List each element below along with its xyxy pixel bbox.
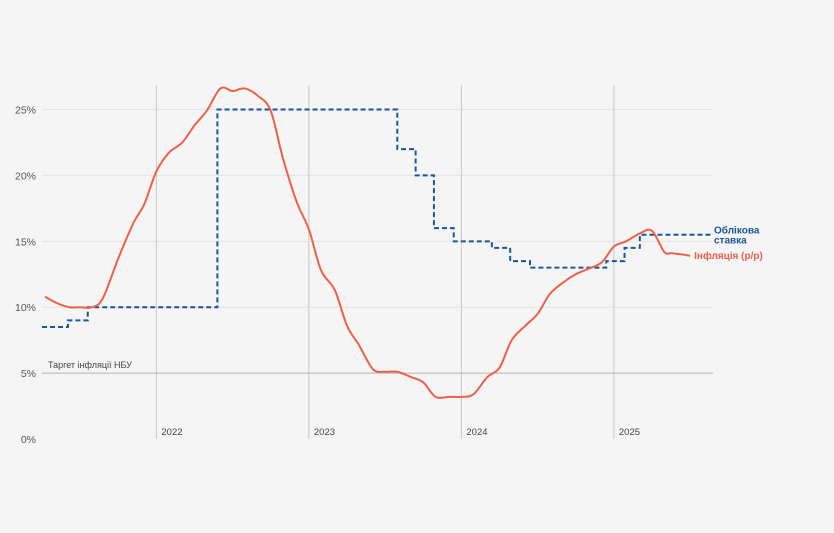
- policy-rate-label-line-2: ставка: [714, 236, 747, 247]
- series-layer: [42, 86, 713, 399]
- target-line-group: Таргет інфляції НБУ: [42, 360, 713, 374]
- y-tick-label-20: 20%: [15, 170, 36, 182]
- policy-rate-label-line-1: Облікова: [714, 225, 760, 237]
- policy-rate-label: Облікова ставка: [714, 225, 762, 247]
- y-tick-label-15: 15%: [15, 236, 36, 248]
- year-label-2024: 2024: [466, 427, 487, 438]
- year-label-2023: 2023: [314, 427, 335, 438]
- inflation-label: Інфляція (р/р): [694, 250, 763, 262]
- year-label-2025: 2025: [619, 427, 640, 438]
- policy-rate-line: [42, 108, 713, 328]
- year-label-2022: 2022: [161, 427, 182, 438]
- y-tick-label-5: 5%: [21, 368, 36, 380]
- inflation-line: [44, 86, 691, 399]
- inflation-target-label: Таргет інфляції НБУ: [48, 360, 132, 370]
- y-tick-label-10: 10%: [15, 302, 36, 314]
- y-tick-label-25: 25%: [15, 105, 36, 117]
- y-tick-label-0: 0%: [21, 434, 36, 446]
- series-labels: Облікова ставка Інфляція (р/р): [694, 225, 763, 262]
- y-axis: 0% 5% 10% 15% 20% 25%: [15, 105, 36, 446]
